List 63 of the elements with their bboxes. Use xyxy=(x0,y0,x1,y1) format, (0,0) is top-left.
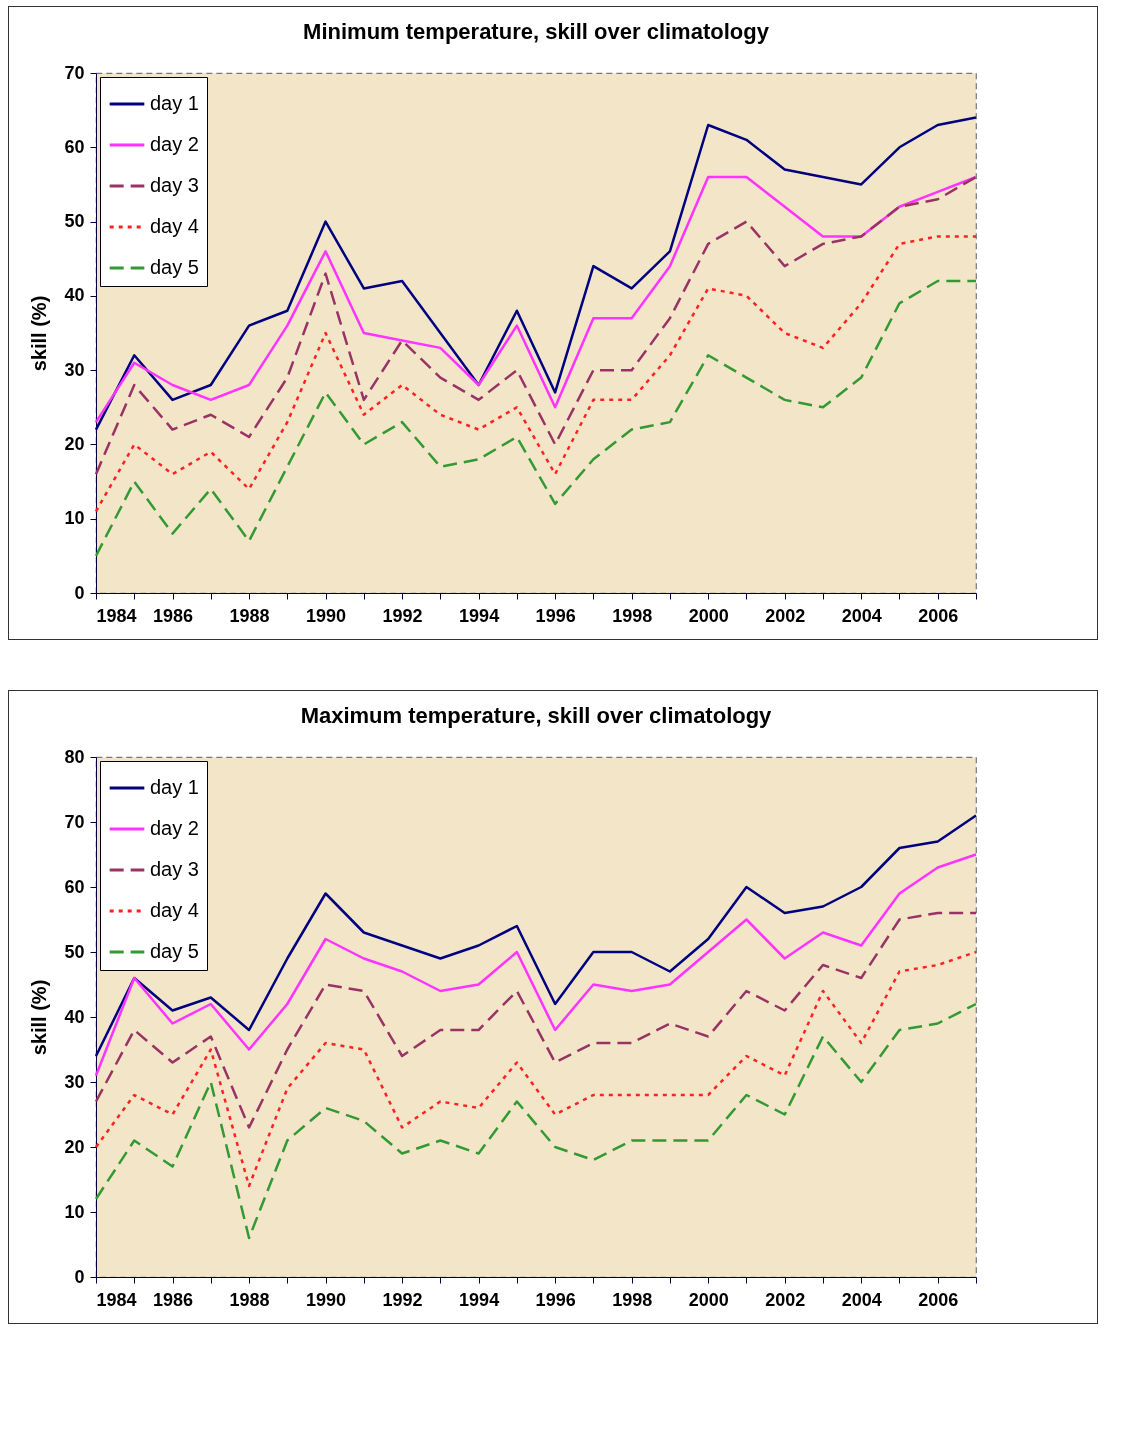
x-tick-label: 1996 xyxy=(535,605,576,626)
y-tick-label: 0 xyxy=(74,582,85,603)
x-tick-label: 1990 xyxy=(306,1289,347,1310)
legend-label: day 5 xyxy=(150,940,199,962)
x-tick-label: 1984 xyxy=(96,1289,137,1310)
legend-label: day 5 xyxy=(150,256,199,278)
legend-label: day 4 xyxy=(150,215,199,237)
line-series xyxy=(94,814,978,1058)
x-tick-label: 2004 xyxy=(841,605,882,626)
x-tick-label: 1986 xyxy=(153,1289,194,1310)
y-tick-label: 10 xyxy=(64,508,85,529)
x-tick-label: 1996 xyxy=(535,1289,576,1310)
x-tick-label: 1986 xyxy=(153,605,194,626)
x-tick-label: 1988 xyxy=(229,605,270,626)
legend-label: day 1 xyxy=(150,92,199,114)
y-tick-label: 60 xyxy=(64,876,85,897)
y-tick-label: 0 xyxy=(74,1266,85,1287)
x-tick-label: 1990 xyxy=(306,605,347,626)
chart-title: Minimum temperature, skill over climatology xyxy=(303,19,770,44)
legend-label: day 3 xyxy=(150,174,199,196)
line-series xyxy=(94,175,978,476)
x-tick-label: 1994 xyxy=(459,605,500,626)
x-tick-label: 1992 xyxy=(382,1289,423,1310)
line-series xyxy=(94,279,978,558)
y-tick-label: 70 xyxy=(64,811,85,832)
y-tick-label: 40 xyxy=(64,285,85,306)
x-tick-label: 2002 xyxy=(765,605,806,626)
x-tick-label: 1994 xyxy=(459,1289,500,1310)
legend-label: day 1 xyxy=(150,776,199,798)
legend-label: day 2 xyxy=(150,817,199,839)
x-tick-label: 2000 xyxy=(688,605,729,626)
line-series xyxy=(94,175,978,424)
y-tick-label: 70 xyxy=(64,62,85,83)
y-tick-label: 30 xyxy=(64,1071,85,1092)
legend-label: day 3 xyxy=(150,858,199,880)
y-tick-label: 60 xyxy=(64,136,85,157)
legend-label: day 2 xyxy=(150,133,199,155)
x-tick-label: 2004 xyxy=(841,1289,882,1310)
legend-label: day 4 xyxy=(150,899,199,921)
y-tick-label: 30 xyxy=(64,359,85,380)
line-series xyxy=(94,116,978,431)
x-tick-label: 1984 xyxy=(96,605,137,626)
y-tick-label: 40 xyxy=(64,1006,85,1027)
x-tick-label: 2006 xyxy=(918,605,959,626)
line-series xyxy=(94,235,978,513)
y-tick-label: 50 xyxy=(64,211,85,232)
x-tick-label: 2002 xyxy=(765,1289,806,1310)
x-tick-label: 1998 xyxy=(612,1289,653,1310)
line-series xyxy=(94,1002,978,1240)
x-tick-label: 2000 xyxy=(688,1289,729,1310)
y-tick-label: 20 xyxy=(64,1136,85,1157)
y-tick-label: 20 xyxy=(64,433,85,454)
y-tick-label: 50 xyxy=(64,941,85,962)
x-tick-label: 1988 xyxy=(229,1289,270,1310)
y-tick-label: 10 xyxy=(64,1201,85,1222)
line-series xyxy=(94,853,978,1077)
x-tick-label: 2006 xyxy=(918,1289,959,1310)
y-axis-title: skill (%) xyxy=(28,979,51,1056)
x-tick-label: 1998 xyxy=(612,605,653,626)
y-axis-title: skill (%) xyxy=(28,295,51,372)
chart-title: Maximum temperature, skill over climatology xyxy=(300,703,773,728)
y-tick-label: 80 xyxy=(64,746,85,767)
x-tick-label: 1992 xyxy=(382,605,423,626)
